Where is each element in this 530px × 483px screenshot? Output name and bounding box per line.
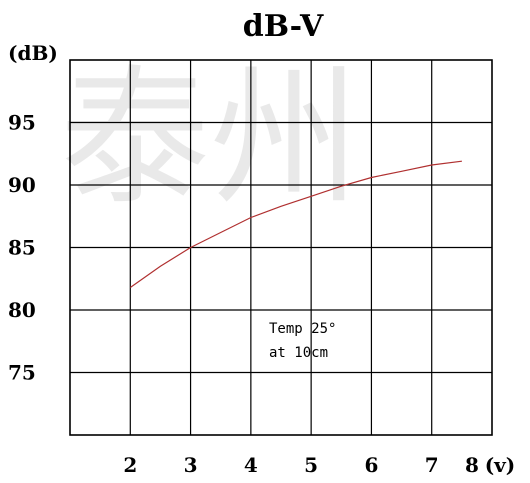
y-tick-85: 85 xyxy=(8,236,36,260)
y-tick-75: 75 xyxy=(8,361,36,385)
y-tick-80: 80 xyxy=(8,298,36,322)
series-layer xyxy=(129,160,462,288)
y-tick-90: 90 xyxy=(8,173,36,197)
annotation-box: Temp 25° at 10cm xyxy=(269,321,336,361)
y-axis-unit: (dB) xyxy=(8,41,58,65)
y-tick-labels: 75 80 85 90 95 xyxy=(8,111,36,385)
watermark-text: 泰州 xyxy=(60,52,360,226)
x-tick-6: 6 xyxy=(364,453,378,477)
y-tick-95: 95 xyxy=(8,111,36,135)
watermark: 泰州 xyxy=(60,52,360,226)
chart-grid xyxy=(70,60,492,435)
x-tick-4: 4 xyxy=(244,453,258,477)
series-line-0 xyxy=(129,160,462,288)
plot-border xyxy=(69,59,493,436)
annotation-line-2: at 10cm xyxy=(269,345,328,361)
x-tick-8: 8 xyxy=(465,453,479,477)
x-tick-3: 3 xyxy=(184,453,198,477)
chart-title: dB-V xyxy=(243,9,324,44)
x-tick-5: 5 xyxy=(304,453,318,477)
x-tick-2: 2 xyxy=(123,453,137,477)
x-axis-unit: (v) xyxy=(485,453,516,477)
annotation-line-1: Temp 25° xyxy=(269,321,336,337)
chart-frame xyxy=(69,59,493,436)
x-tick-7: 7 xyxy=(425,453,439,477)
chart-labels: dB-V (dB) (v) xyxy=(8,9,515,477)
x-tick-labels: 2 3 4 5 6 7 8 xyxy=(123,453,479,477)
